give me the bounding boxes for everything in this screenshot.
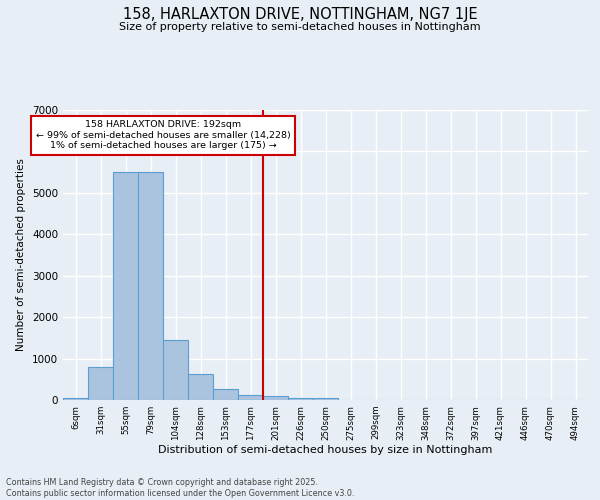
Bar — [138, 172, 163, 400]
Y-axis label: Number of semi-detached properties: Number of semi-detached properties — [16, 158, 26, 352]
Bar — [263, 396, 288, 400]
Text: Contains HM Land Registry data © Crown copyright and database right 2025.
Contai: Contains HM Land Registry data © Crown c… — [6, 478, 355, 498]
Bar — [63, 398, 88, 400]
Bar — [288, 398, 313, 400]
Bar — [88, 367, 113, 400]
Bar — [113, 172, 138, 400]
Bar — [313, 398, 338, 400]
Bar — [238, 395, 263, 400]
Bar — [163, 340, 188, 400]
X-axis label: Distribution of semi-detached houses by size in Nottingham: Distribution of semi-detached houses by … — [158, 446, 493, 456]
Text: 158, HARLAXTON DRIVE, NOTTINGHAM, NG7 1JE: 158, HARLAXTON DRIVE, NOTTINGHAM, NG7 1J… — [122, 8, 478, 22]
Text: Size of property relative to semi-detached houses in Nottingham: Size of property relative to semi-detach… — [119, 22, 481, 32]
Bar — [188, 374, 213, 400]
Text: 158 HARLAXTON DRIVE: 192sqm
← 99% of semi-detached houses are smaller (14,228)
1: 158 HARLAXTON DRIVE: 192sqm ← 99% of sem… — [35, 120, 290, 150]
Bar — [213, 389, 238, 400]
